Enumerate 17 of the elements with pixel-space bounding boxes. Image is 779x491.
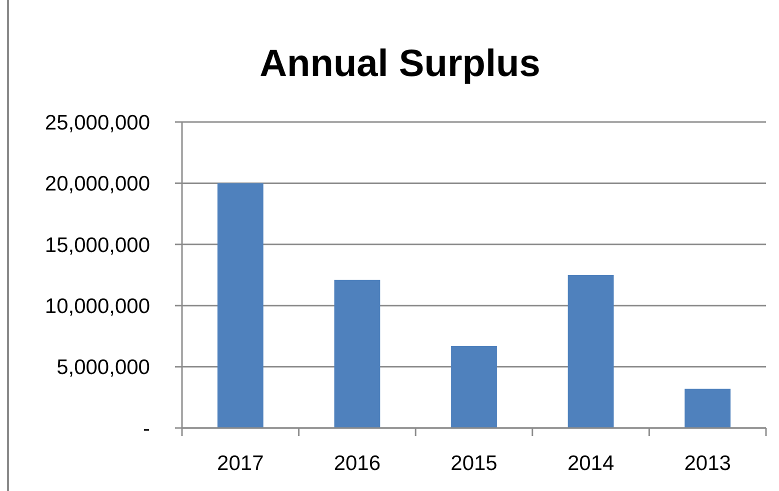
bar (451, 346, 497, 428)
x-tick-label: 2014 (567, 452, 614, 475)
chart-title: Annual Surplus (260, 43, 540, 85)
y-tick-label: 25,000,000 (44, 111, 150, 134)
x-tick-label: 2016 (334, 452, 381, 475)
y-tick-label: 10,000,000 (44, 294, 150, 318)
bar (568, 275, 614, 428)
y-tick-label: 5,000,000 (56, 356, 150, 380)
x-tick-label: 2017 (217, 452, 264, 475)
bar (684, 388, 731, 428)
y-tick-label: 20,000,000 (44, 172, 150, 196)
bar (334, 280, 380, 428)
x-tick-label: 2015 (450, 452, 498, 475)
y-tick-label: 15,000,000 (44, 234, 150, 257)
bar (217, 183, 264, 428)
y-tick-label: - (143, 417, 150, 440)
x-tick-label: 2013 (684, 452, 731, 475)
